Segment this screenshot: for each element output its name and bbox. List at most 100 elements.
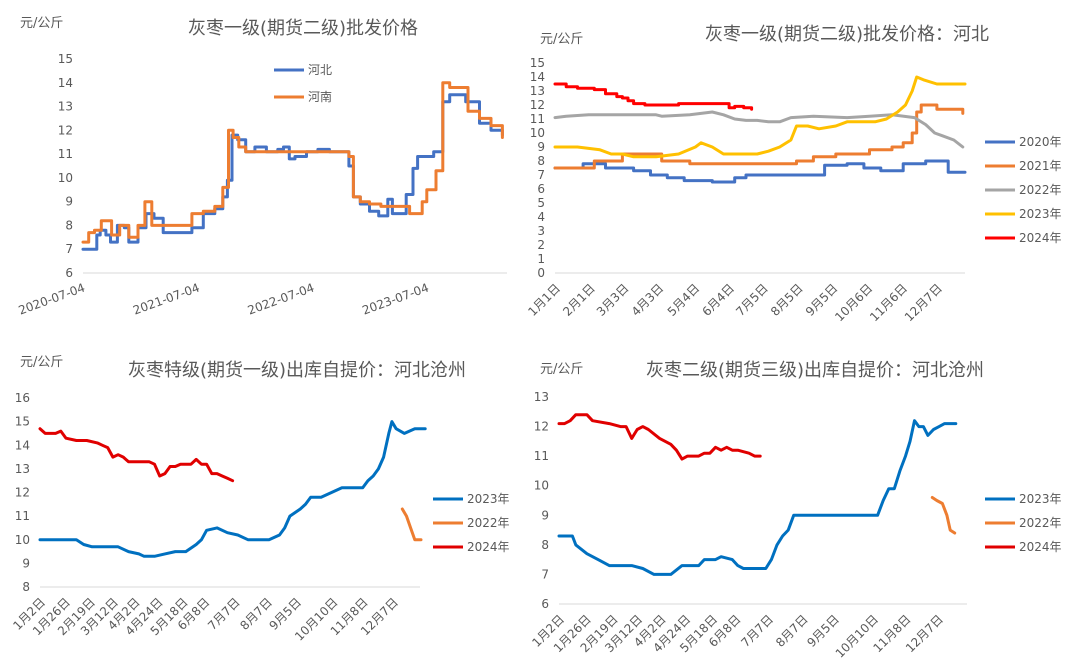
y-tick-label: 10 [58, 171, 73, 185]
y-tick-label: 10 [534, 479, 549, 493]
chart-3-axes: 89101112131415161月2日1月26日2月19日3月12日4月2日4… [10, 391, 420, 644]
x-tick-label: 7月7日 [738, 612, 776, 650]
y-tick-label: 12 [530, 98, 545, 112]
y-tick-label: 10 [530, 126, 545, 140]
y-tick-label: 9 [541, 508, 549, 522]
chart-2-legend: 2020年 2021年 2022年 2023年 2024年 [985, 135, 1062, 245]
chart-3-legend: 2023年 2022年 2024年 [433, 492, 510, 554]
y-tick-label: 11 [15, 509, 30, 523]
y-tick-label: 13 [534, 390, 549, 404]
series-line-2024年 [557, 413, 762, 461]
x-tick-label: 8月5日 [768, 281, 806, 319]
legend-label: 2020年 [1019, 135, 1062, 149]
x-tick-label: 11月6日 [867, 281, 910, 324]
y-tick-label: 13 [58, 100, 73, 114]
chart-2: 元/公斤 灰枣一级(期货二级)批发价格：河北 01234567891011121… [525, 24, 1061, 324]
legend-label: 2022年 [467, 516, 510, 530]
y-tick-label: 6 [65, 266, 73, 280]
chart-3-ylabel: 元/公斤 [20, 355, 63, 370]
y-tick-label: 12 [58, 123, 73, 137]
y-tick-label: 15 [58, 52, 73, 66]
y-tick-label: 11 [58, 147, 73, 161]
legend-label: 2024年 [467, 540, 510, 554]
y-tick-label: 9 [22, 556, 30, 570]
legend-label: 2023年 [1019, 207, 1062, 221]
y-tick-label: 8 [537, 154, 545, 168]
series-line-2023年 [557, 419, 958, 576]
x-tick-label: 5月4日 [665, 281, 703, 319]
chart-1: 元/公斤 灰枣一级(期货二级)批发价格 6 7 8 9 10 11 12 13 14 15 2020… [17, 16, 507, 318]
series-line-2023年 [553, 75, 967, 159]
x-tick-label: 4月3日 [629, 281, 667, 319]
series-line-2020年 [553, 159, 967, 184]
x-tick-label: 10月6日 [832, 281, 875, 324]
x-tick-label: 2020-07-04 [17, 281, 87, 318]
legend-label: 2023年 [1019, 492, 1062, 506]
y-tick-label: 7 [65, 242, 73, 256]
series-line-2023年 [38, 420, 427, 558]
chart-2-axes: 01234567891011121314151月1日2月1日3月3日4月3日5月… [525, 56, 965, 324]
series-line-2022年 [553, 110, 965, 149]
series-line-2024年 [38, 427, 235, 483]
chart-1-series [81, 81, 504, 251]
series-line-河南 [81, 81, 504, 244]
chart-1-axes: 6 7 8 9 10 11 12 13 14 15 2020-07-04 2021-07-04 2022… [17, 52, 507, 318]
x-tick-label: 3月3日 [594, 281, 632, 319]
y-tick-label: 12 [534, 420, 549, 434]
y-tick-label: 14 [15, 438, 30, 452]
y-tick-label: 12 [15, 486, 30, 500]
x-tick-label: 7月5日 [733, 281, 771, 319]
legend-label: 2021年 [1019, 159, 1062, 173]
series-line-河北 [81, 93, 504, 251]
series-line-2021年 [553, 103, 965, 170]
x-tick-label: 10月10日 [833, 612, 881, 660]
y-tick-label: 2 [537, 238, 545, 252]
x-tick-label: 2023-07-04 [360, 281, 430, 318]
y-tick-label: 7 [537, 168, 545, 182]
chart-4-axes: 6789101112131月2日1月26日2月19日3月12日4月2日4月24日… [529, 390, 967, 661]
x-tick-label: 2022-07-04 [246, 281, 316, 318]
chart-1-ylabel: 元/公斤 [20, 16, 63, 31]
chart-1-title: 灰枣一级(期货二级)批发价格 [188, 18, 418, 39]
x-tick-label: 12月7日 [902, 281, 945, 324]
legend-label: 2024年 [1019, 540, 1062, 554]
y-tick-label: 11 [534, 449, 549, 463]
y-tick-label: 13 [530, 84, 545, 98]
y-tick-label: 6 [541, 597, 549, 611]
chart-2-series [553, 75, 967, 184]
x-tick-label: 1月1日 [525, 281, 563, 319]
y-tick-label: 8 [22, 580, 30, 594]
y-tick-label: 15 [15, 415, 30, 429]
y-tick-label: 0 [537, 266, 545, 280]
series-line-2022年 [400, 507, 423, 542]
x-tick-label: 9月5日 [804, 612, 842, 650]
chart-4-legend: 2023年 2022年 2024年 [985, 492, 1062, 554]
chart-4-series [557, 413, 958, 576]
y-tick-label: 11 [530, 112, 545, 126]
x-tick-label: 2月1日 [560, 281, 598, 319]
legend-label: 2024年 [1019, 231, 1062, 245]
chart-2-title: 灰枣一级(期货二级)批发价格：河北 [705, 24, 989, 45]
y-tick-label: 15 [530, 56, 545, 70]
legend-label: 2022年 [1019, 183, 1062, 197]
y-tick-label: 6 [537, 182, 545, 196]
legend-label: 2022年 [1019, 516, 1062, 530]
chart-4-ylabel: 元/公斤 [540, 362, 583, 377]
y-tick-label: 8 [541, 538, 549, 552]
y-tick-label: 9 [65, 195, 73, 209]
y-tick-label: 3 [537, 224, 545, 238]
y-tick-label: 8 [65, 218, 73, 232]
x-tick-label: 8月7日 [773, 612, 811, 650]
y-tick-label: 4 [537, 210, 545, 224]
y-tick-label: 1 [537, 252, 545, 266]
series-line-2022年 [930, 496, 957, 535]
chart-4: 元/公斤 灰枣二级(期货三级)出库自提价：河北沧州 6789101112131月… [529, 360, 1061, 661]
chart-3: 元/公斤 灰枣特级(期货一级)出库自提价：河北沧州 8 9 10 11 12 13 14 15… [10, 355, 509, 644]
y-tick-label: 13 [15, 462, 30, 476]
x-tick-label: 2021-07-04 [131, 281, 201, 318]
x-tick-label: 7月7日 [205, 595, 243, 633]
y-tick-label: 5 [537, 196, 545, 210]
chart-3-series [38, 420, 427, 558]
